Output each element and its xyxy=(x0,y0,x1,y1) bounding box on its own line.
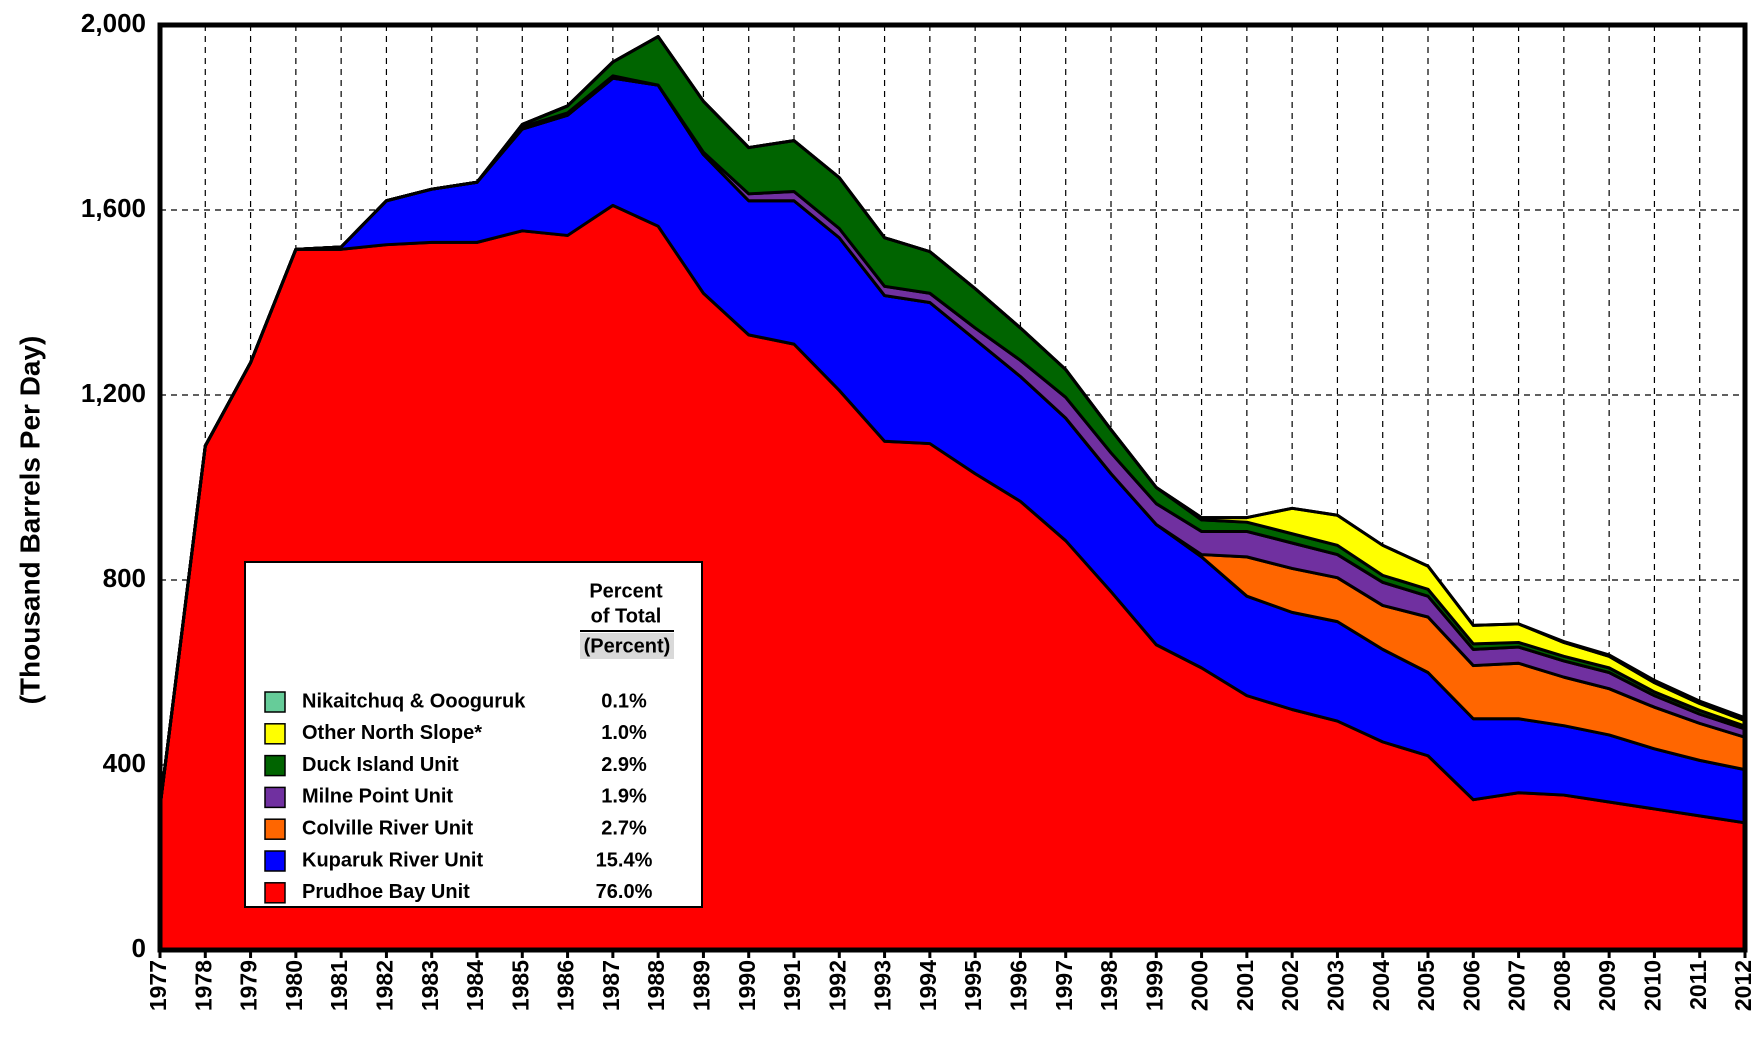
legend-swatch xyxy=(264,786,286,809)
legend-label: Duck Island Unit xyxy=(302,754,459,776)
plot-frame xyxy=(157,22,1748,953)
x-tick-label: 1981 xyxy=(326,960,352,1011)
legend: Percent of Total (Percent) Prudhoe Bay Unit… xyxy=(244,561,703,908)
x-tick-label: 1999 xyxy=(1141,960,1167,1011)
legend-swatch xyxy=(264,850,286,872)
y-axis-title: (Thousand Barrels Per Day) xyxy=(14,336,45,705)
x-tick-label: 2005 xyxy=(1413,960,1439,1011)
x-tick-label: 1984 xyxy=(462,960,488,1011)
x-tick-label: 1994 xyxy=(915,960,941,1011)
x-tick-label: 1995 xyxy=(960,960,986,1011)
y-tick-label: 2,000 xyxy=(81,8,146,38)
y-tick-label: 0 xyxy=(132,933,146,963)
legend-swatch xyxy=(264,818,286,840)
legend-label: Kuparuk River Unit xyxy=(302,849,483,871)
legend-value: 0.1% xyxy=(601,690,647,712)
x-tick-label: 2011 xyxy=(1685,960,1711,1010)
legend-swatch xyxy=(264,691,286,713)
legend-value: 1.9% xyxy=(601,786,647,808)
x-tick-label: 2004 xyxy=(1368,960,1394,1011)
x-tick-label: 1990 xyxy=(734,960,760,1011)
legend-label: Nikaitchuq & Oooguruk xyxy=(302,690,526,712)
legend-label: Milne Point Unit xyxy=(302,786,453,808)
x-tick-label: 1979 xyxy=(236,960,262,1011)
x-tick-label: 1988 xyxy=(643,960,669,1011)
x-tick-label: 2002 xyxy=(1277,960,1303,1011)
legend-value: 1.0% xyxy=(601,722,647,744)
y-tick-label: 800 xyxy=(103,563,146,593)
x-tick-label: 2010 xyxy=(1640,960,1666,1011)
x-tick-label: 1980 xyxy=(281,960,307,1011)
x-tick-label: 1983 xyxy=(417,960,443,1011)
x-tick-label: 1998 xyxy=(1096,960,1122,1011)
x-tick-label: 1978 xyxy=(190,960,216,1011)
x-tick-label: 1997 xyxy=(1051,960,1077,1011)
legend-swatch xyxy=(264,754,286,777)
x-tick-label: 1989 xyxy=(689,960,715,1011)
legend-unit: (Percent) xyxy=(584,635,671,657)
x-tick-label: 2006 xyxy=(1458,960,1484,1011)
x-tick-label: 1991 xyxy=(779,960,805,1011)
legend-value: 2.9% xyxy=(601,754,647,776)
legend-swatch xyxy=(264,882,286,904)
legend-label: Colville River Unit xyxy=(302,817,473,839)
legend-label: Other North Slope* xyxy=(302,722,482,744)
x-tick-label: 1993 xyxy=(870,960,896,1011)
x-tick-label: 1987 xyxy=(598,960,624,1011)
x-tick-label: 1982 xyxy=(372,960,398,1011)
x-tick-label: 2003 xyxy=(1323,960,1349,1011)
x-tick-label: 1986 xyxy=(553,960,579,1011)
legend-swatch xyxy=(264,723,286,745)
x-tick-label: 1996 xyxy=(1006,960,1032,1011)
x-tick-label: 2009 xyxy=(1594,960,1620,1011)
x-tick-label: 1985 xyxy=(507,960,533,1011)
x-tick-label: 1992 xyxy=(824,960,850,1011)
legend-value: 15.4% xyxy=(596,849,653,871)
y-tick-label: 1,200 xyxy=(81,378,146,408)
x-tick-label: 2000 xyxy=(1187,960,1213,1011)
legend-box xyxy=(244,561,703,908)
legend-label: Prudhoe Bay Unit xyxy=(302,881,470,903)
legend-unit-bg xyxy=(580,633,674,659)
y-tick-label: 1,600 xyxy=(81,193,146,223)
legend-value: 76.0% xyxy=(596,881,653,903)
x-tick-label: 2001 xyxy=(1232,960,1258,1011)
y-tick-label: 400 xyxy=(103,748,146,778)
x-tick-label: 1977 xyxy=(145,960,171,1011)
legend-value: 2.7% xyxy=(601,817,647,839)
legend-heading: Percent xyxy=(589,580,663,602)
legend-heading: of Total xyxy=(591,605,662,627)
x-tick-label: 2007 xyxy=(1504,960,1530,1011)
x-tick-label: 2008 xyxy=(1549,960,1575,1011)
x-tick-label: 2012 xyxy=(1730,960,1756,1011)
